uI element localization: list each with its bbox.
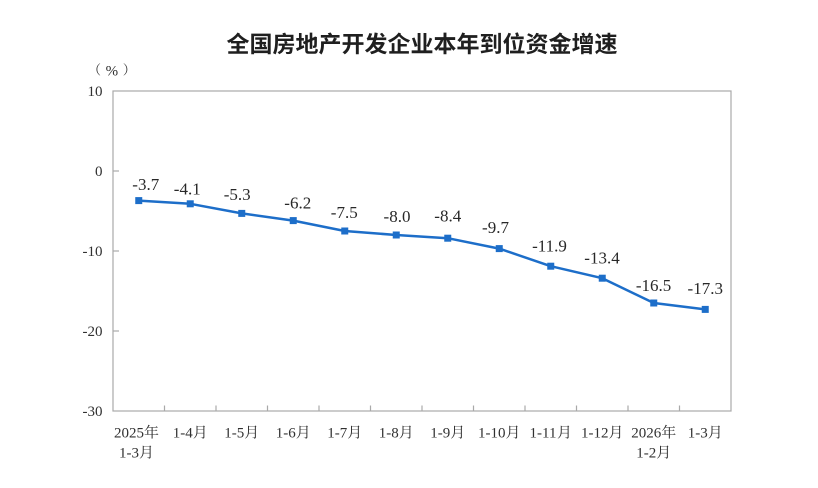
svg-text:1-9: 1-9	[430, 426, 450, 442]
svg-text:1-12: 1-12	[581, 426, 609, 442]
svg-text:-7.5: -7.5	[331, 203, 358, 222]
svg-text:-4.1: -4.1	[174, 180, 201, 199]
svg-text:-20: -20	[83, 324, 103, 340]
svg-text:1-5: 1-5	[224, 426, 244, 442]
svg-text:%: %	[106, 64, 119, 80]
svg-text:1-10: 1-10	[478, 426, 506, 442]
svg-text:1-3: 1-3	[688, 426, 708, 442]
svg-text:-6.2: -6.2	[284, 194, 311, 213]
svg-text:2026: 2026	[631, 426, 662, 442]
svg-text:1-7: 1-7	[327, 426, 347, 442]
svg-text:-30: -30	[83, 404, 103, 420]
svg-text:-17.3: -17.3	[688, 279, 723, 298]
svg-text:1-4: 1-4	[173, 426, 193, 442]
svg-text:-9.7: -9.7	[482, 218, 509, 237]
svg-text:1-8: 1-8	[379, 426, 399, 442]
svg-text:2025: 2025	[114, 426, 144, 442]
svg-text:-13.4: -13.4	[584, 248, 620, 267]
svg-text:-5.3: -5.3	[224, 185, 251, 204]
svg-text:-3.7: -3.7	[132, 175, 159, 194]
svg-text:1-11: 1-11	[530, 426, 557, 442]
svg-text:1-6: 1-6	[276, 426, 296, 442]
svg-text:-10: -10	[83, 244, 103, 260]
svg-text:0: 0	[95, 164, 103, 180]
svg-text:-8.4: -8.4	[434, 207, 461, 226]
svg-text:-16.5: -16.5	[636, 276, 671, 295]
svg-text:1-2: 1-2	[636, 446, 656, 462]
svg-text:-11.9: -11.9	[532, 236, 567, 255]
svg-text:1-3: 1-3	[119, 446, 139, 462]
svg-text:10: 10	[88, 84, 103, 100]
svg-text:-8.0: -8.0	[384, 207, 411, 226]
